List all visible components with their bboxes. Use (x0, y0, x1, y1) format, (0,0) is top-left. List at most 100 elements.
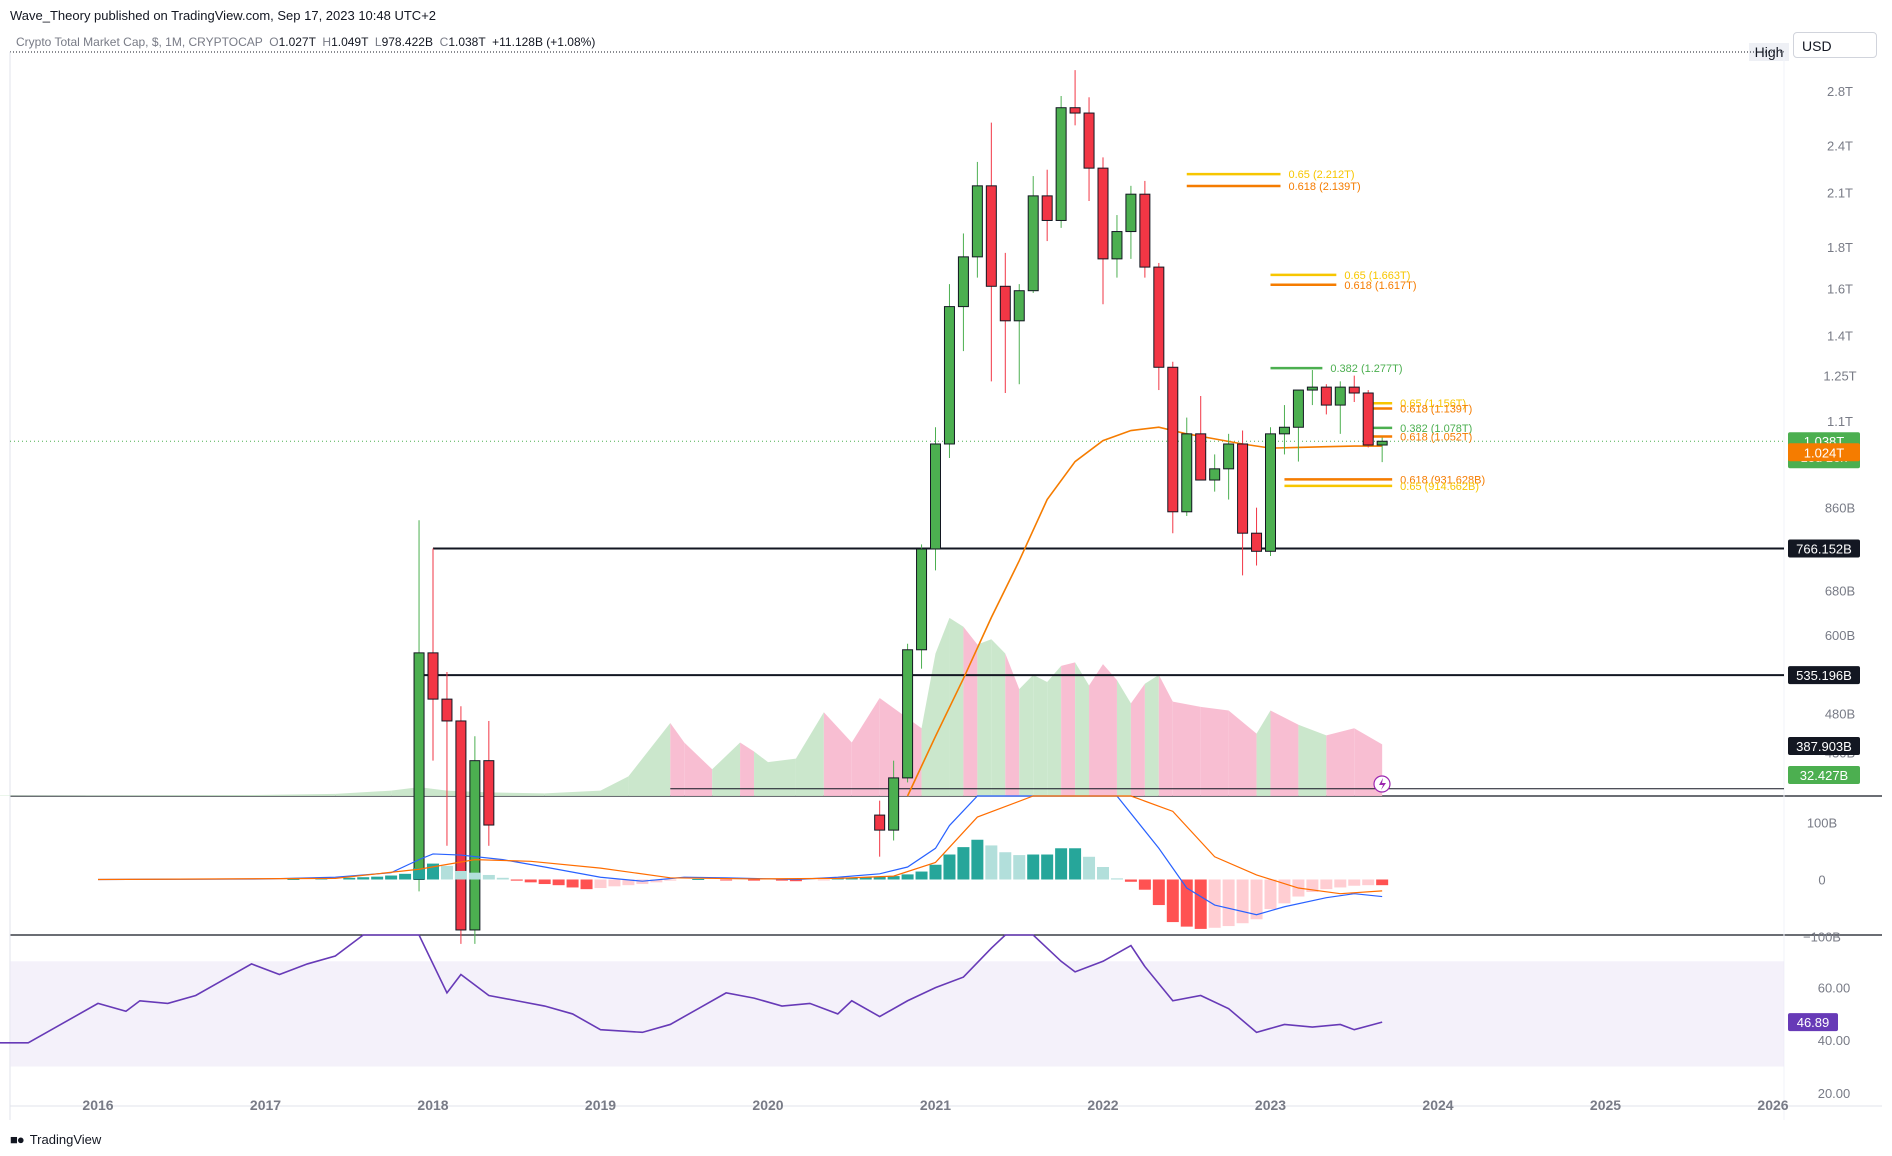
volume-area-segment (1033, 674, 1048, 796)
macd-histogram-bar (901, 874, 914, 880)
price-tick-label: 680B (1825, 584, 1855, 599)
candle-down (1139, 193, 1151, 268)
volume-area-segment (977, 639, 992, 796)
volume-area-segment (265, 793, 336, 796)
time-tick-label: 2024 (1422, 1097, 1453, 1113)
volume-area-segment (795, 712, 824, 796)
volume-area-segment (1326, 728, 1355, 796)
macd-histogram-bar (440, 865, 453, 880)
fib-level-label: 0.618 (1.139T) (1400, 403, 1472, 415)
candle-down (441, 698, 453, 722)
macd-histogram-bar (873, 876, 886, 880)
price-label-layer: 1.038T13d 16h1.024T766.152B535.196B387.9… (1373, 432, 1860, 1032)
lightning-icon[interactable] (1373, 775, 1391, 793)
macd-histogram-bar (580, 879, 593, 890)
macd-histogram-bar (915, 871, 928, 880)
symbol-legend[interactable]: Crypto Total Market Cap, $, 1M, CRYPTOCA… (16, 35, 595, 49)
volume-area-segment (670, 722, 685, 796)
macd-histogram-bar (817, 879, 830, 881)
candle-up (1278, 426, 1290, 435)
macd-histogram-bar (887, 876, 900, 880)
macd-histogram-bar (650, 879, 663, 883)
price-tick-label: 860B (1825, 501, 1855, 516)
macd-tick-label: 0 (1818, 873, 1825, 888)
tradingview-logo[interactable]: ■● TradingView (10, 1132, 101, 1147)
fib-level-label: 0.65 (1.156T) (1400, 398, 1466, 410)
volume-area-segment (628, 722, 671, 796)
candle-up (1055, 107, 1067, 221)
macd-histogram-bar (1083, 856, 1096, 880)
macd-histogram-bar (1278, 879, 1291, 904)
volume-area-segment (1130, 683, 1145, 796)
volume-area-segment (1158, 674, 1173, 796)
macd-histogram-bar (594, 879, 607, 889)
ma-layer (906, 426, 1383, 797)
candle-down (483, 760, 495, 826)
volume-area-segment (544, 790, 601, 796)
price-tag-bg (1788, 443, 1860, 462)
price-tag-value: 1.024T (1804, 445, 1845, 460)
fib-level-label: 0.618 (931.628B) (1400, 474, 1485, 486)
macd-line (97, 795, 1383, 916)
price-tick-label: 1.6T (1827, 281, 1853, 296)
price-tick-label: 480B (1825, 707, 1855, 722)
macd-histogram-bar (748, 879, 761, 881)
open-value: 1.027T (278, 35, 316, 49)
macd-histogram-bar (985, 845, 998, 880)
candle-up (469, 760, 481, 931)
open-label: O (269, 35, 279, 49)
macd-histogram-bar (385, 875, 398, 880)
currency-selector[interactable]: USD (1793, 32, 1877, 58)
candle-down (1153, 266, 1165, 368)
volume-area-segment (851, 698, 880, 796)
fib-level-label: 0.618 (2.139T) (1289, 181, 1361, 193)
macd-histogram-bar (692, 878, 705, 880)
macd-histogram-bar (1110, 878, 1123, 880)
macd-histogram-bar (1376, 879, 1389, 886)
candle-up (930, 443, 941, 550)
macd-histogram-bar (524, 879, 537, 883)
price-tick-label: 2.4T (1827, 138, 1853, 153)
macd-histogram-bar (999, 852, 1012, 880)
fib-level-label: 0.65 (914.662B) (1400, 481, 1479, 493)
published-caption: Wave_Theory published on TradingView.com… (10, 8, 437, 23)
price-tick-label: 1.4T (1827, 329, 1853, 344)
candle-down (1195, 433, 1207, 481)
macd-histogram-bar (720, 879, 733, 881)
volume-area-segment (1103, 664, 1117, 796)
price-tick-label: 2.1T (1827, 185, 1853, 200)
macd-histogram-bar (1166, 879, 1179, 923)
macd-histogram-bar (1250, 879, 1263, 920)
macd-histogram-bar (622, 879, 635, 886)
candle-down (1083, 112, 1095, 169)
volume-area-segment (446, 790, 489, 796)
candle-up (1223, 443, 1235, 470)
macd-histogram-bar (608, 879, 621, 887)
price-tag: 1.024T (1788, 443, 1860, 462)
rsi-tick-label: 60.00 (1818, 981, 1851, 996)
fib-level-label: 0.382 (1.277T) (1330, 363, 1402, 375)
candle-down (1237, 443, 1249, 534)
close-label: C (439, 35, 449, 49)
volume-area-segment (600, 776, 629, 796)
candle-up (957, 256, 969, 308)
volume-area-segment (1144, 674, 1159, 796)
volume-area-segment (1089, 664, 1103, 796)
macd-histogram-bar (468, 872, 481, 880)
price-tag: 766.152B (1788, 539, 1860, 558)
price-tag-value: 766.152B (1796, 541, 1852, 556)
time-tick-label: 2018 (417, 1097, 448, 1113)
macd-histogram-bar (1027, 854, 1040, 880)
time-tick-label: 2026 (1757, 1097, 1788, 1113)
tradingview-mark-icon: ■● (10, 1132, 25, 1147)
price-tag-bg (1788, 766, 1860, 784)
fib-layer: 0.65 (2.212T)0.618 (2.139T) 0.65 (1.663T)… (1186, 169, 1485, 493)
time-tick-label: 2016 (82, 1097, 113, 1113)
candle-down (999, 285, 1011, 322)
macd-tick-label: 100B (1807, 816, 1837, 831)
volume-area-segment (991, 639, 1006, 796)
rsi-value: 46.89 (1797, 1015, 1830, 1030)
price-tick-label: 1.8T (1827, 240, 1853, 255)
volume-area-segment (768, 758, 796, 796)
